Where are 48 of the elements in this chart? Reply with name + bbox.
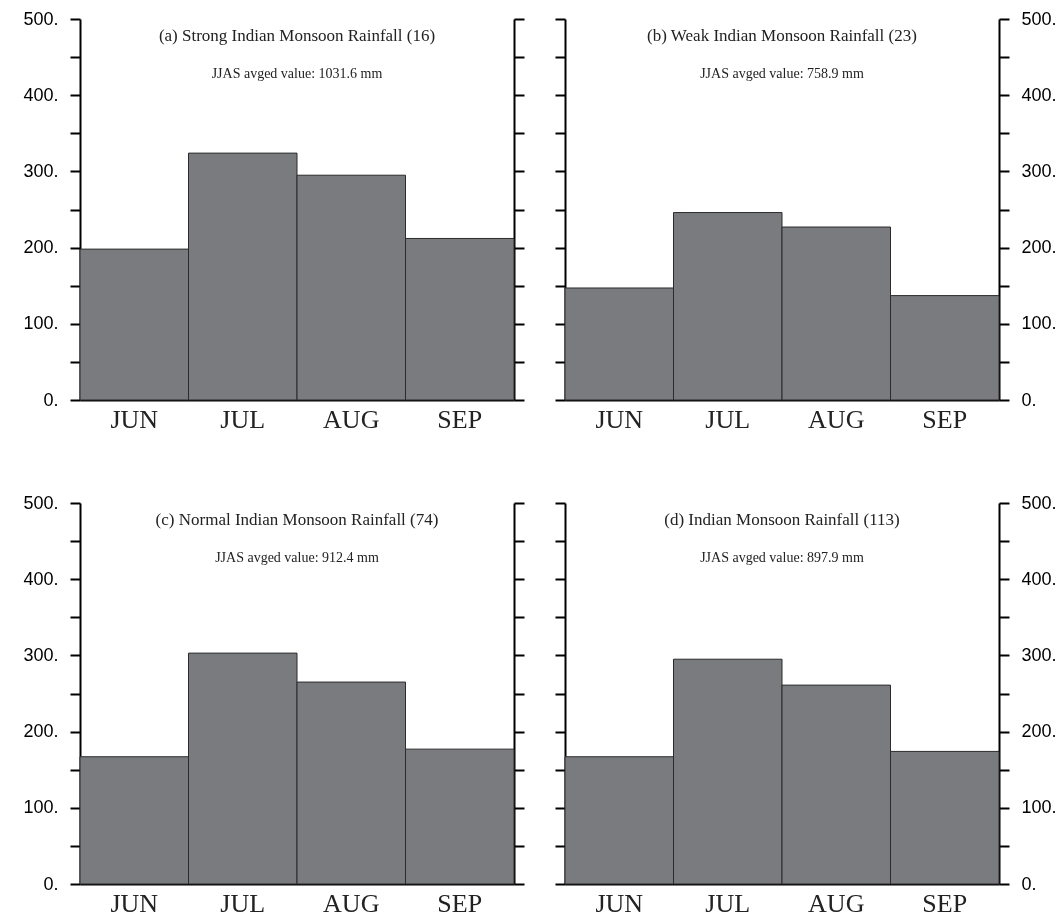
y2-tick-label: 200. xyxy=(1021,237,1057,258)
x-tick-label: JUL xyxy=(705,888,751,917)
y-tick-label: 400. xyxy=(23,84,59,105)
y-tick-label: 300. xyxy=(23,160,59,181)
x-tick-label: SEP xyxy=(922,404,968,434)
x-tick-label: SEP xyxy=(922,888,968,917)
x-tick-label: SEP xyxy=(437,888,483,917)
y-tick-label: 200. xyxy=(23,237,59,258)
x-tick-label: JUL xyxy=(705,404,751,434)
y2-tick-label: 0. xyxy=(1021,873,1037,894)
chart-title: (a) Strong Indian Monsoon Rainfall (16) xyxy=(158,26,436,45)
y2-tick-label: 500. xyxy=(1021,492,1057,513)
x-tick-label: SEP xyxy=(437,404,483,434)
x-tick-label: JUL xyxy=(220,404,266,434)
y-tick-label: 400. xyxy=(23,568,59,589)
x-tick-label: JUN xyxy=(110,404,159,434)
x-tick-label: JUN xyxy=(595,404,644,434)
chart-title: (b) Weak Indian Monsoon Rainfall (23) xyxy=(647,26,917,45)
x-tick-label: JUN xyxy=(595,888,644,917)
x-tick-label: JUL xyxy=(220,888,266,917)
x-tick-label: AUG xyxy=(808,888,865,917)
text: JJAS avged value: 1031.6 mm xyxy=(211,66,383,81)
y-tick-label: 500. xyxy=(23,8,59,29)
chart-title: (d) Indian Monsoon Rainfall (113) xyxy=(664,510,900,529)
y-tick-label: 100. xyxy=(23,797,59,818)
y-tick-label: 0. xyxy=(43,873,59,894)
x-tick-label: JUN xyxy=(110,888,159,917)
y-tick-label: 0. xyxy=(43,389,59,410)
text: JJAS avged value: 758.9 mm xyxy=(700,66,864,81)
y-tick-label: 300. xyxy=(23,644,59,665)
y2-tick-label: 300. xyxy=(1021,160,1057,181)
x-tick-label: AUG xyxy=(323,888,380,917)
text: JJAS avged value: 912.4 mm xyxy=(215,550,379,565)
x-tick-label: AUG xyxy=(323,404,380,434)
y-tick-label: 200. xyxy=(23,721,59,742)
y2-tick-label: 400. xyxy=(1021,568,1057,589)
y2-tick-label: 500. xyxy=(1021,8,1057,29)
y2-tick-label: 100. xyxy=(1021,797,1057,818)
text: JJAS avged value: 897.9 mm xyxy=(700,550,864,565)
y2-tick-label: 300. xyxy=(1021,644,1057,665)
y2-tick-label: 0. xyxy=(1021,389,1037,410)
y-tick-label: 500. xyxy=(23,492,59,513)
y2-tick-label: 100. xyxy=(1021,313,1057,334)
y2-tick-label: 400. xyxy=(1021,84,1057,105)
chart-title: (c) Normal Indian Monsoon Rainfall (74) xyxy=(155,510,439,529)
y2-tick-label: 200. xyxy=(1021,721,1057,742)
y-tick-label: 100. xyxy=(23,313,59,334)
x-tick-label: AUG xyxy=(808,404,865,434)
